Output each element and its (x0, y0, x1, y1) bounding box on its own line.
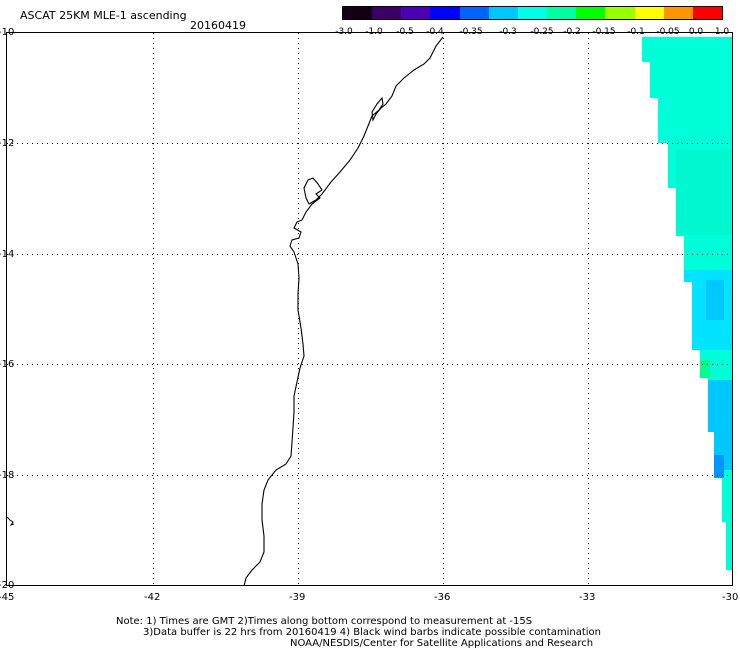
colorbar-segment (430, 7, 460, 19)
y-tick-label: -20 (0, 580, 15, 591)
x-tick-label: -42 (144, 592, 161, 603)
swath-patch (700, 360, 710, 378)
colorbar (342, 6, 723, 20)
x-tick-label: -36 (434, 592, 451, 603)
x-tick-label: -33 (579, 592, 596, 603)
y-tick-label: -12 (0, 138, 15, 149)
map-date: 20160419 (190, 19, 246, 32)
colorbar-segment (605, 7, 635, 19)
y-tick-label: -16 (0, 359, 15, 370)
colorbar-segment (547, 7, 577, 19)
colorbar-segment (372, 7, 402, 19)
y-tick-label: -18 (0, 470, 15, 481)
swath-patch (708, 380, 732, 470)
colorbar-segment (576, 7, 606, 19)
x-tick-label: -39 (289, 592, 306, 603)
colorbar-segment (343, 7, 373, 19)
colorbar-segment (517, 7, 548, 19)
footnote-line: NOAA/NESDIS/Center for Satellite Applica… (290, 638, 594, 649)
colorbar-segment (488, 7, 518, 19)
footnote-line: Note: 1) Times are GMT 2)Times along bot… (116, 616, 533, 627)
x-tick-label: -30 (722, 592, 739, 603)
swath-patch (706, 280, 724, 320)
colorbar-segment (401, 7, 431, 19)
colorbar-segment (663, 7, 693, 19)
coastline (243, 36, 444, 587)
colorbar-segment (459, 7, 489, 19)
gridlines (7, 33, 732, 585)
island (6, 516, 15, 526)
x-tick-label: -45 (0, 592, 15, 603)
y-tick-label: -10 (0, 27, 15, 38)
colorbar-segment (634, 7, 664, 19)
swath-patch (714, 455, 724, 478)
plot-frame (6, 32, 733, 586)
wind-swath (642, 37, 732, 570)
map-title: ASCAT 25KM MLE-1 ascending (20, 9, 187, 22)
y-tick-label: -14 (0, 249, 15, 260)
footnote-line: 3)Data buffer is 22 hrs from 20160419 4)… (143, 627, 601, 638)
colorbar-segment (692, 7, 723, 19)
swath-patch (676, 150, 732, 235)
